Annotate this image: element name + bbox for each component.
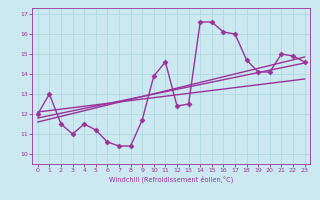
X-axis label: Windchill (Refroidissement éolien,°C): Windchill (Refroidissement éolien,°C) xyxy=(109,176,233,183)
